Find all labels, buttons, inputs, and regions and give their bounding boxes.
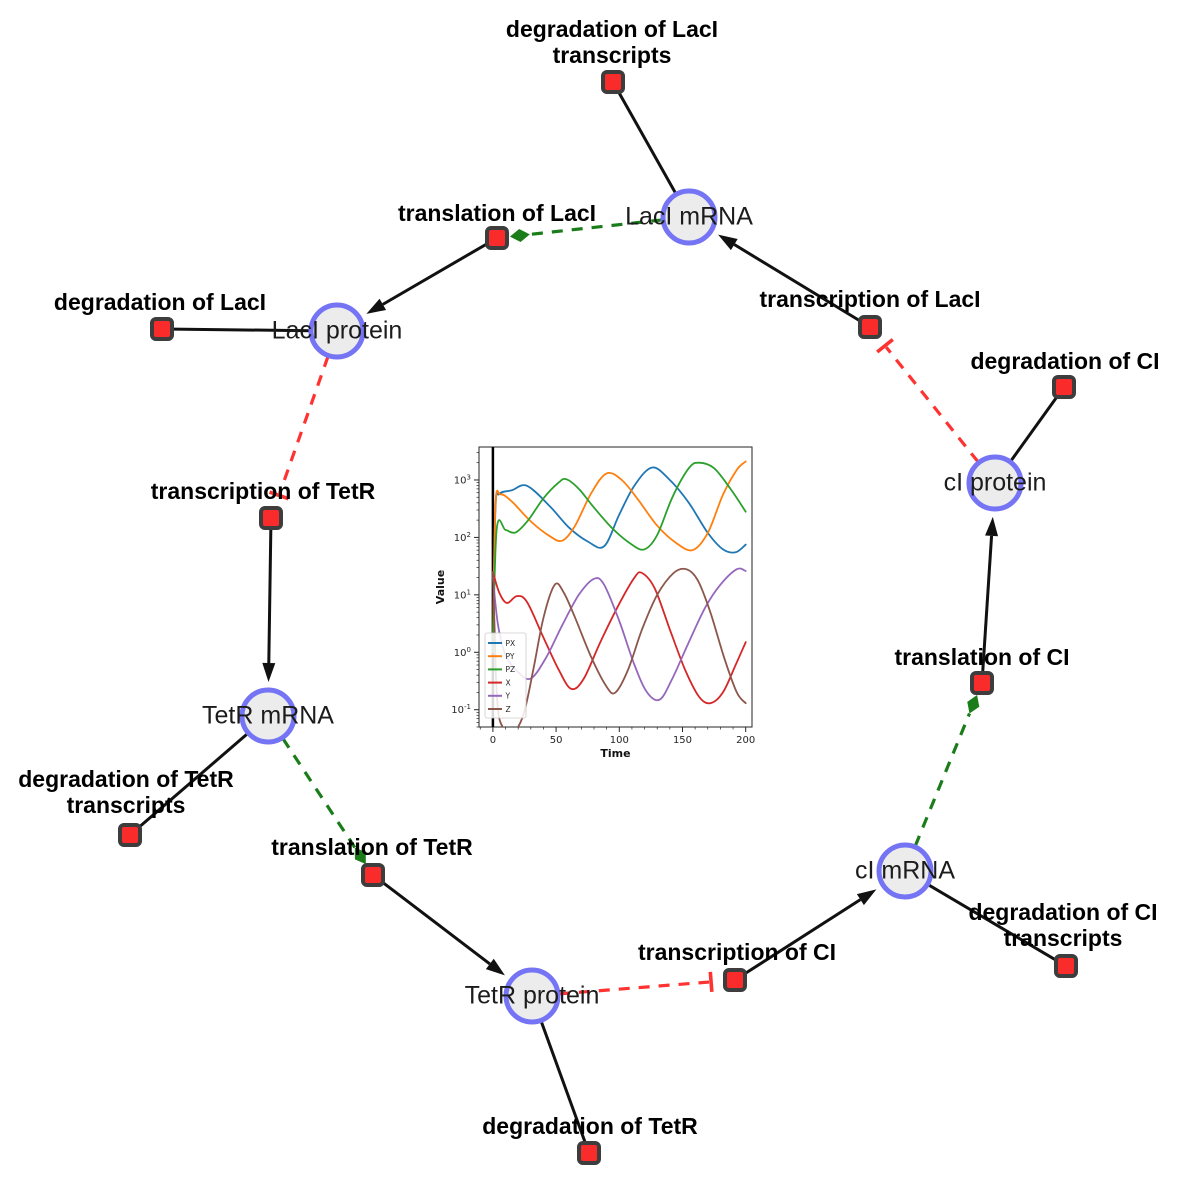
reaction-node-transc_ci[interactable] [723, 968, 747, 992]
reaction-node-deg_tetr[interactable] [577, 1141, 601, 1165]
legend-label-PZ: PZ [506, 665, 516, 674]
edge-laci_protein-transc_tetr [268, 355, 330, 501]
reaction-node-deg_tetr_tr[interactable] [118, 823, 142, 847]
arrowhead-triangle-icon [985, 516, 999, 537]
edge-laci_protein-deg_laci [173, 327, 311, 333]
edge-laci_mrna-deg_laci_tr [617, 91, 678, 195]
reaction-node-transc_laci[interactable] [858, 315, 882, 339]
reaction-label-deg_tetr: degradation of TetR [482, 1113, 698, 1139]
y-tick-label: 100 [454, 646, 471, 659]
edge-tetr_protein-transc_ci [558, 971, 714, 996]
axis-ticks: 10-1 100 101 102 103 0 50 100 150 200 [451, 452, 755, 746]
reaction-label-transc_laci: transcription of LacI [759, 286, 981, 312]
edge-transc_ci-ci_mrna [744, 889, 877, 975]
x-tick-label: 50 [550, 735, 563, 746]
x-tick-label: 200 [736, 735, 755, 746]
legend-label-Y: Y [505, 692, 511, 701]
species-label-ci_mrna: cI mRNA [855, 856, 955, 885]
x-tick-label: 0 [490, 735, 496, 746]
y-tick-label: 10-1 [451, 703, 471, 716]
species-node-tetr_protein[interactable] [503, 967, 561, 1025]
species-label-laci_protein: LacI protein [271, 316, 403, 345]
x-tick-label: 100 [610, 735, 629, 746]
reaction-label-deg_tetr_tr: degradation of TetR transcripts [18, 766, 234, 818]
reaction-label-deg_ci: degradation of CI [970, 348, 1160, 374]
legend-label-PX: PX [506, 639, 516, 648]
x-axis-label: Time [600, 747, 630, 760]
y-tick-label: 102 [454, 531, 471, 544]
chart-legend: PX PY PZ XYZ [484, 632, 527, 719]
reaction-label-transl_laci: translation of LacI [397, 200, 597, 226]
x-tick-label: 150 [673, 735, 692, 746]
species-label-tetr_protein: TetR protein [464, 981, 600, 1010]
edge-ci_protein-deg_ci [1009, 395, 1059, 462]
reaction-node-transl_laci[interactable] [485, 226, 509, 250]
species-node-tetr_mrna[interactable] [239, 687, 297, 745]
reaction-label-transl_tetr: translation of TetR [271, 834, 473, 860]
legend-label-X: X [506, 678, 511, 687]
edge-tetr_protein-deg_tetr [539, 1020, 587, 1143]
reaction-label-deg_laci_tr: degradation of LacI transcripts [505, 16, 719, 68]
edge-tetr_mrna-deg_tetr_tr [138, 732, 249, 829]
series-PY-curve [492, 460, 747, 654]
simulation-plot: 10-1 100 101 102 103 0 50 100 150 200 Time Value PX P… [432, 440, 762, 762]
inhibition-tee-icon [268, 490, 290, 501]
legend-label-PY: PY [506, 652, 515, 661]
species-node-ci_mrna[interactable] [876, 842, 934, 900]
arrowhead-triangle-icon [485, 958, 505, 976]
reaction-node-transl_ci[interactable] [970, 671, 994, 695]
arrowhead-triangle-icon [366, 298, 387, 314]
edge-ci_mrna-deg_ci_tr [927, 883, 1057, 962]
edge-tetr_mrna-transl_tetr [281, 737, 366, 865]
edge-ci_mrna-transl_ci [913, 695, 980, 847]
edge-laci_mrna-transl_laci [509, 218, 663, 242]
reaction-label-deg_ci_tr: degradation of CI transcripts [968, 899, 1158, 951]
series-X-curve [492, 571, 747, 705]
edge-transl_tetr-tetr_protein [381, 881, 505, 976]
series-PZ-curve [492, 461, 747, 654]
species-node-ci_protein[interactable] [966, 454, 1024, 512]
arrowhead-diamond-icon [509, 229, 530, 242]
legend-label-Z: Z [506, 705, 511, 714]
series-Z-curve [492, 567, 747, 727]
y-axis-label: Value [434, 570, 447, 604]
arrowhead-triangle-icon [718, 234, 738, 251]
reaction-label-transc_ci: transcription of CI [637, 939, 837, 965]
reaction-node-deg_laci[interactable] [150, 317, 174, 341]
edge-transl_laci-laci_protein [366, 242, 488, 314]
inhibition-tee-icon [708, 971, 714, 992]
species-label-ci_protein: cI protein [943, 468, 1047, 497]
reaction-node-transc_tetr[interactable] [259, 506, 283, 530]
inhibition-tee-icon [876, 338, 894, 354]
edge-transc_laci-laci_mrna [718, 234, 861, 323]
reaction-label-transl_ci: translation of CI [894, 644, 1070, 670]
arrowhead-diamond-icon [967, 695, 980, 714]
reaction-node-deg_ci[interactable] [1052, 375, 1076, 399]
species-node-laci_mrna[interactable] [660, 188, 718, 246]
reaction-node-deg_ci_tr[interactable] [1054, 954, 1078, 978]
y-tick-label: 101 [454, 588, 471, 601]
species-label-tetr_mrna: TetR mRNA [202, 701, 334, 730]
edge-ci_protein-transc_laci [876, 338, 980, 463]
reaction-label-deg_laci: degradation of LacI [53, 289, 267, 315]
arrowhead-triangle-icon [262, 662, 276, 683]
species-label-laci_mrna: LacI mRNA [625, 202, 753, 231]
arrowhead-triangle-icon [856, 889, 877, 906]
reaction-node-deg_laci_tr[interactable] [601, 70, 625, 94]
reaction-node-transl_tetr[interactable] [361, 863, 385, 887]
y-tick-label: 103 [454, 473, 471, 486]
edge-transl_ci-ci_protein [981, 516, 999, 672]
species-node-laci_protein[interactable] [308, 302, 366, 360]
reaction-label-transc_tetr: transcription of TetR [150, 478, 376, 504]
arrowhead-diamond-icon [354, 847, 366, 865]
edge-transc_tetr-tetr_mrna [262, 529, 276, 683]
